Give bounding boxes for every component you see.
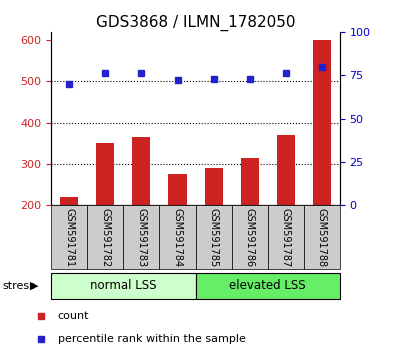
Bar <box>205 168 222 205</box>
Text: normal LSS: normal LSS <box>90 279 157 292</box>
Text: GSM591787: GSM591787 <box>280 207 291 267</box>
Text: GSM591784: GSM591784 <box>173 207 182 267</box>
Text: ▶: ▶ <box>30 281 39 291</box>
Bar <box>51 205 87 269</box>
Bar <box>60 197 78 205</box>
Text: GSM591783: GSM591783 <box>136 207 147 267</box>
Bar <box>132 137 150 205</box>
Text: elevated LSS: elevated LSS <box>229 279 306 292</box>
Text: GSM591782: GSM591782 <box>100 207 111 267</box>
Text: GSM591781: GSM591781 <box>64 207 74 267</box>
Bar <box>313 40 331 205</box>
Bar <box>169 175 186 205</box>
Text: percentile rank within the sample: percentile rank within the sample <box>58 334 246 344</box>
Text: GSM591786: GSM591786 <box>245 207 255 267</box>
Bar <box>160 205 196 269</box>
Bar <box>267 205 304 269</box>
Bar <box>123 205 160 269</box>
Text: GSM591788: GSM591788 <box>317 207 327 267</box>
Bar <box>241 158 259 205</box>
Text: stress: stress <box>2 281 35 291</box>
Bar <box>276 135 295 205</box>
Bar <box>304 205 340 269</box>
Bar <box>51 273 196 299</box>
Bar <box>87 205 123 269</box>
Bar <box>231 205 267 269</box>
Text: count: count <box>58 311 89 321</box>
Bar <box>196 273 340 299</box>
Bar <box>196 205 231 269</box>
Text: GSM591785: GSM591785 <box>209 207 218 267</box>
Title: GDS3868 / ILMN_1782050: GDS3868 / ILMN_1782050 <box>96 14 295 30</box>
Bar <box>96 143 115 205</box>
